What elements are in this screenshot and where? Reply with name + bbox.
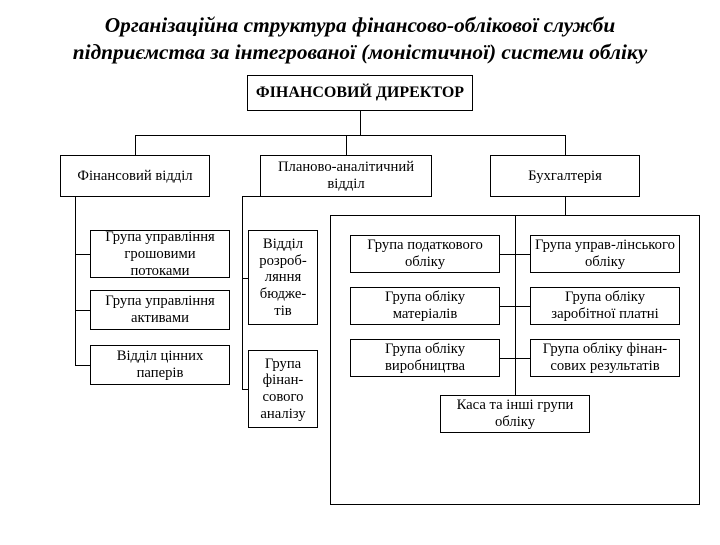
connector-line [75,197,76,365]
connector-line [75,254,90,255]
node-accounting-dept: Бухгалтерія [490,155,640,197]
connector-line [565,197,566,215]
node-materials-acct-grp: Група обліку матеріалів [350,287,500,325]
node-tax-accounting-grp: Група податкового обліку [350,235,500,273]
node-management-acct-grp: Група управ-лінського обліку [530,235,680,273]
connector-line [75,365,90,366]
node-securities-dept: Відділ цінних паперів [90,345,230,385]
connector-line [515,215,516,395]
connector-line [75,310,90,311]
connector-line [500,306,515,307]
connector-line [242,278,248,279]
node-production-acct-grp: Група обліку виробництва [350,339,500,377]
connector-line [135,135,136,155]
connector-line [346,135,347,155]
diagram-title: Організаційна структура фінансово-обліко… [0,0,720,65]
connector-line [515,377,516,395]
connector-line [242,196,260,197]
title-line-2: підприємства за інтегрованої (моністично… [73,40,647,64]
node-cash-and-other-acct-grp: Каса та інші групи обліку [440,395,590,433]
node-planning-analytic-dept: Планово-аналітичний відділ [260,155,432,197]
connector-line [515,358,530,359]
title-line-1: Організаційна структура фінансово-обліко… [105,13,615,37]
connector-line [515,254,530,255]
connector-line [135,135,565,136]
connector-line [242,389,248,390]
node-financial-director: ФІНАНСОВИЙ ДИРЕКТОР [247,75,473,111]
connector-line [500,254,515,255]
connector-line [565,135,566,155]
connector-line [360,111,361,135]
node-asset-mgmt-group: Група управління активами [90,290,230,330]
connector-line [515,306,530,307]
node-fin-results-acct-grp: Група обліку фінан-сових результатів [530,339,680,377]
connector-line [500,358,515,359]
node-financial-analysis-grp: Група фінан-сового аналізу [248,350,318,428]
node-budget-dev-dept: Відділ розроб-ляння бюдже-тів [248,230,318,325]
org-chart-canvas: ФІНАНСОВИЙ ДИРЕКТОР Фінансовий відділ Пл… [0,65,720,545]
node-finance-dept: Фінансовий відділ [60,155,210,197]
node-payroll-acct-grp: Група обліку заробітної платні [530,287,680,325]
connector-line [242,196,243,389]
node-cashflow-mgmt-group: Група управління грошовими потоками [90,230,230,278]
